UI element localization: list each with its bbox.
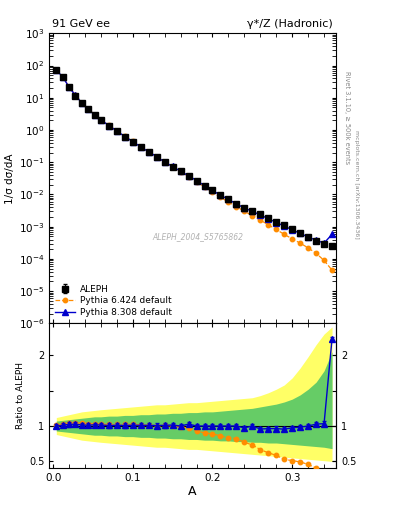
Pythia 6.424 default bbox=[194, 179, 199, 185]
Pythia 6.424 default bbox=[298, 240, 303, 246]
Pythia 8.308 default bbox=[67, 84, 72, 90]
Pythia 8.308 default bbox=[92, 112, 97, 118]
Pythia 8.308 default bbox=[194, 178, 199, 184]
Pythia 6.424 default bbox=[330, 267, 334, 273]
Text: Rivet 3.1.10, ≥ 500k events: Rivet 3.1.10, ≥ 500k events bbox=[344, 71, 350, 164]
Pythia 8.308 default bbox=[60, 74, 65, 80]
Pythia 6.424 default bbox=[162, 159, 167, 165]
Pythia 6.424 default bbox=[226, 199, 231, 205]
Pythia 8.308 default bbox=[79, 100, 84, 106]
Pythia 8.308 default bbox=[86, 106, 90, 112]
Pythia 8.308 default bbox=[210, 187, 215, 194]
Pythia 6.424 default bbox=[60, 74, 65, 80]
Pythia 6.424 default bbox=[107, 122, 111, 129]
Pythia 8.308 default bbox=[178, 168, 183, 175]
Pythia 8.308 default bbox=[250, 208, 255, 215]
Text: 91 GeV ee: 91 GeV ee bbox=[52, 19, 110, 29]
Pythia 8.308 default bbox=[258, 212, 263, 218]
Pythia 8.308 default bbox=[226, 197, 231, 203]
Pythia 6.424 default bbox=[242, 208, 247, 215]
Text: γ*/Z (Hadronic): γ*/Z (Hadronic) bbox=[248, 19, 333, 29]
Pythia 6.424 default bbox=[123, 133, 127, 139]
Line: Pythia 6.424 default: Pythia 6.424 default bbox=[54, 68, 334, 272]
Pythia 6.424 default bbox=[146, 149, 151, 155]
Pythia 6.424 default bbox=[130, 138, 135, 144]
Pythia 6.424 default bbox=[114, 128, 119, 134]
Pythia 6.424 default bbox=[290, 236, 294, 242]
Pythia 8.308 default bbox=[186, 173, 191, 179]
Pythia 6.424 default bbox=[218, 194, 223, 200]
Pythia 6.424 default bbox=[73, 92, 78, 98]
Y-axis label: 1/σ dσ/dA: 1/σ dσ/dA bbox=[4, 153, 15, 204]
Pythia 8.308 default bbox=[138, 144, 143, 150]
Pythia 6.424 default bbox=[79, 99, 84, 105]
Pythia 8.308 default bbox=[330, 231, 334, 238]
Pythia 8.308 default bbox=[154, 154, 159, 160]
Pythia 6.424 default bbox=[99, 117, 103, 123]
Pythia 6.424 default bbox=[282, 231, 286, 238]
Line: Pythia 8.308 default: Pythia 8.308 default bbox=[54, 68, 335, 246]
Pythia 6.424 default bbox=[186, 174, 191, 180]
Pythia 6.424 default bbox=[306, 245, 310, 251]
Pythia 8.308 default bbox=[130, 139, 135, 145]
Pythia 8.308 default bbox=[202, 183, 207, 189]
Pythia 8.308 default bbox=[73, 92, 78, 98]
Pythia 8.308 default bbox=[322, 240, 327, 246]
Pythia 8.308 default bbox=[282, 223, 286, 229]
Pythia 6.424 default bbox=[86, 105, 90, 112]
Pythia 8.308 default bbox=[146, 149, 151, 155]
Pythia 8.308 default bbox=[114, 128, 119, 134]
Pythia 8.308 default bbox=[170, 163, 175, 169]
Pythia 6.424 default bbox=[170, 163, 175, 169]
Pythia 6.424 default bbox=[54, 67, 59, 73]
Pythia 6.424 default bbox=[154, 154, 159, 160]
Pythia 8.308 default bbox=[290, 227, 294, 233]
Pythia 8.308 default bbox=[242, 205, 247, 211]
Pythia 8.308 default bbox=[99, 117, 103, 123]
Pythia 8.308 default bbox=[306, 234, 310, 240]
Pythia 6.424 default bbox=[274, 226, 279, 232]
Pythia 8.308 default bbox=[314, 237, 318, 243]
Pythia 8.308 default bbox=[274, 220, 279, 226]
Text: ALEPH_2004_S5765862: ALEPH_2004_S5765862 bbox=[153, 232, 244, 241]
X-axis label: A: A bbox=[188, 485, 197, 498]
Pythia 8.308 default bbox=[123, 134, 127, 140]
Y-axis label: Ratio to ALEPH: Ratio to ALEPH bbox=[16, 362, 25, 430]
Pythia 8.308 default bbox=[107, 122, 111, 129]
Pythia 6.424 default bbox=[322, 258, 327, 264]
Legend: ALEPH, Pythia 6.424 default, Pythia 8.308 default: ALEPH, Pythia 6.424 default, Pythia 8.30… bbox=[53, 283, 174, 319]
Pythia 8.308 default bbox=[218, 192, 223, 198]
Pythia 8.308 default bbox=[298, 230, 303, 237]
Pythia 6.424 default bbox=[266, 222, 271, 228]
Pythia 6.424 default bbox=[92, 112, 97, 118]
Pythia 6.424 default bbox=[67, 83, 72, 90]
Text: mcplots.cern.ch [arXiv:1306.3436]: mcplots.cern.ch [arXiv:1306.3436] bbox=[354, 130, 359, 239]
Pythia 6.424 default bbox=[202, 184, 207, 190]
Pythia 8.308 default bbox=[54, 67, 59, 73]
Pythia 6.424 default bbox=[138, 144, 143, 150]
Pythia 6.424 default bbox=[178, 168, 183, 175]
Pythia 6.424 default bbox=[250, 212, 255, 219]
Pythia 6.424 default bbox=[258, 217, 263, 223]
Pythia 8.308 default bbox=[162, 159, 167, 165]
Pythia 6.424 default bbox=[314, 250, 318, 257]
Pythia 8.308 default bbox=[266, 216, 271, 222]
Pythia 8.308 default bbox=[234, 201, 239, 207]
Pythia 6.424 default bbox=[210, 189, 215, 195]
Pythia 6.424 default bbox=[234, 204, 239, 210]
